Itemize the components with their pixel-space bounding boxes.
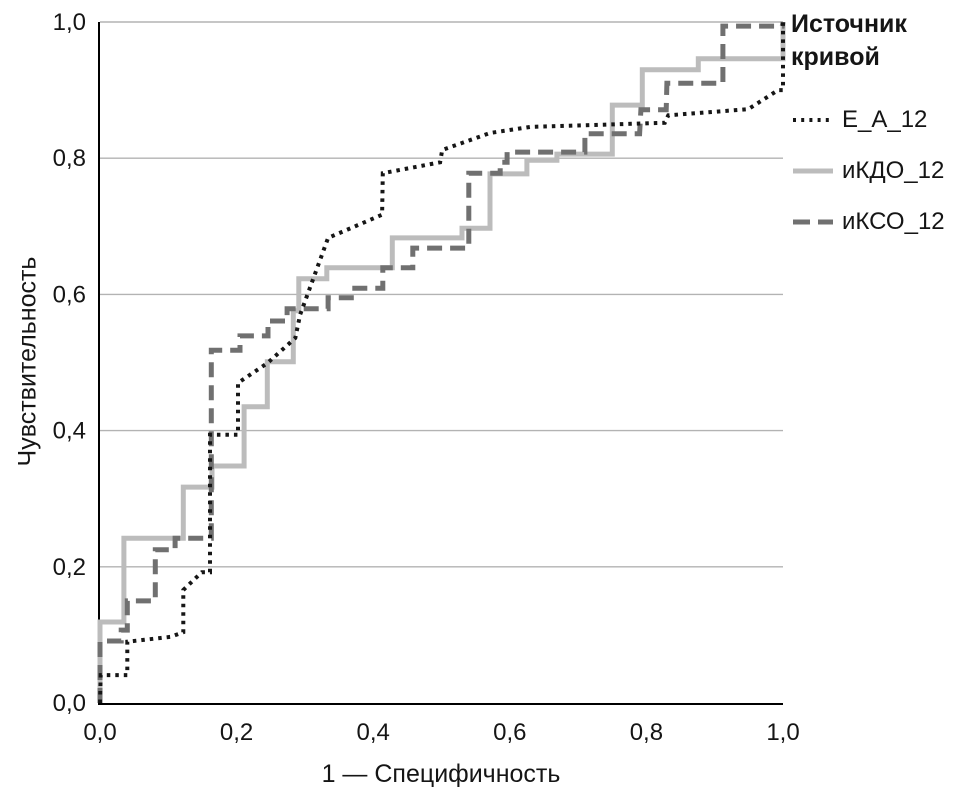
y-tick-label-0,2: 0,2 (53, 554, 86, 581)
legend-label: E_A_12 (842, 106, 928, 133)
y-tick-label-1,0: 1,0 (53, 9, 86, 36)
x-tick-label-0,2: 0,2 (220, 719, 253, 746)
legend-label: иКДО_12 (842, 157, 945, 184)
x-axis-title: 1 — Специфичность (321, 760, 561, 788)
roc-curve-иКСО_12 (97, 21, 786, 703)
roc-curve-иКДО_12 (97, 22, 786, 703)
legend-item: E_A_12 (791, 105, 979, 135)
y-tick-label-0,0: 0,0 (53, 690, 86, 717)
x-tick-label-0,4: 0,4 (357, 719, 390, 746)
x-tick-label-0,8: 0,8 (630, 719, 663, 746)
legend-item: иКДО_12 (791, 156, 979, 186)
y-tick-label-0,6: 0,6 (53, 281, 86, 308)
dashed-line-sample-icon (793, 219, 833, 225)
y-tick-label-0,8: 0,8 (53, 145, 86, 172)
legend-label: иКСО_12 (842, 208, 945, 235)
x-tick-label-1,0: 1,0 (766, 719, 799, 746)
y-tick-label-0,4: 0,4 (53, 418, 86, 445)
dotted-line-sample-icon (793, 118, 833, 122)
legend: Источник кривой E_A_12 иКДО_12 иКСО_12 (791, 8, 979, 237)
y-axis-title: Чувствительность (13, 256, 42, 467)
legend-item: иКСО_12 (791, 207, 979, 237)
x-tick-label-0,0: 0,0 (83, 719, 116, 746)
roc-curve-E_A_12 (98, 22, 785, 704)
legend-title: Источник кривой (791, 10, 907, 71)
x-tick-label-0,6: 0,6 (493, 719, 526, 746)
solid-line-sample-icon (793, 168, 833, 174)
